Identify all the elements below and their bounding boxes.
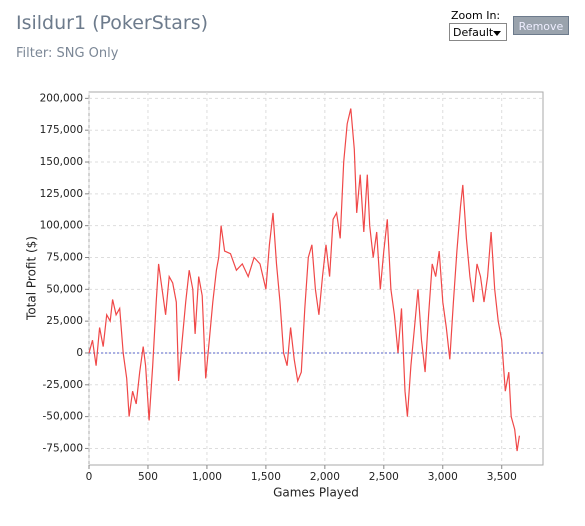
y-tick-label: -25,000 bbox=[42, 379, 83, 391]
remove-button[interactable]: Remove bbox=[513, 16, 569, 35]
x-tick-label: 0 bbox=[86, 471, 93, 483]
y-tick-label: 0 bbox=[76, 347, 83, 359]
profit-line bbox=[88, 108, 520, 452]
x-tick-label: 1,500 bbox=[251, 471, 281, 483]
y-tick-label: 175,000 bbox=[40, 124, 83, 136]
zoom-select[interactable]: Default bbox=[449, 23, 507, 41]
x-tick-label: 2,000 bbox=[310, 471, 340, 483]
zoom-label: Zoom In: bbox=[451, 9, 501, 22]
x-tick-label: 2,500 bbox=[369, 471, 399, 483]
x-tick-label: 1,000 bbox=[192, 471, 222, 483]
x-tick-label: 3,500 bbox=[487, 471, 517, 483]
y-tick-label: 50,000 bbox=[46, 283, 83, 295]
y-tick-label: 75,000 bbox=[46, 251, 83, 263]
y-tick-label: -75,000 bbox=[42, 442, 83, 454]
x-tick-label: 500 bbox=[138, 471, 158, 483]
y-tick-label: 125,000 bbox=[40, 188, 83, 200]
y-tick-label: 25,000 bbox=[46, 315, 83, 327]
filter: Filter: SNG Only bbox=[16, 46, 119, 61]
plot-frame bbox=[88, 91, 544, 466]
y-tick-label: 100,000 bbox=[40, 220, 83, 232]
x-tick-label: 3,000 bbox=[428, 471, 458, 483]
y-tick-label: 200,000 bbox=[40, 92, 83, 104]
y-tick-label: -50,000 bbox=[42, 411, 83, 423]
x-axis-title: Games Played bbox=[273, 486, 359, 500]
y-tick-label: 150,000 bbox=[40, 156, 83, 168]
title: Isildur1 (PokerStars) bbox=[16, 12, 209, 34]
y-axis-title: Total Profit ($) bbox=[25, 236, 39, 321]
